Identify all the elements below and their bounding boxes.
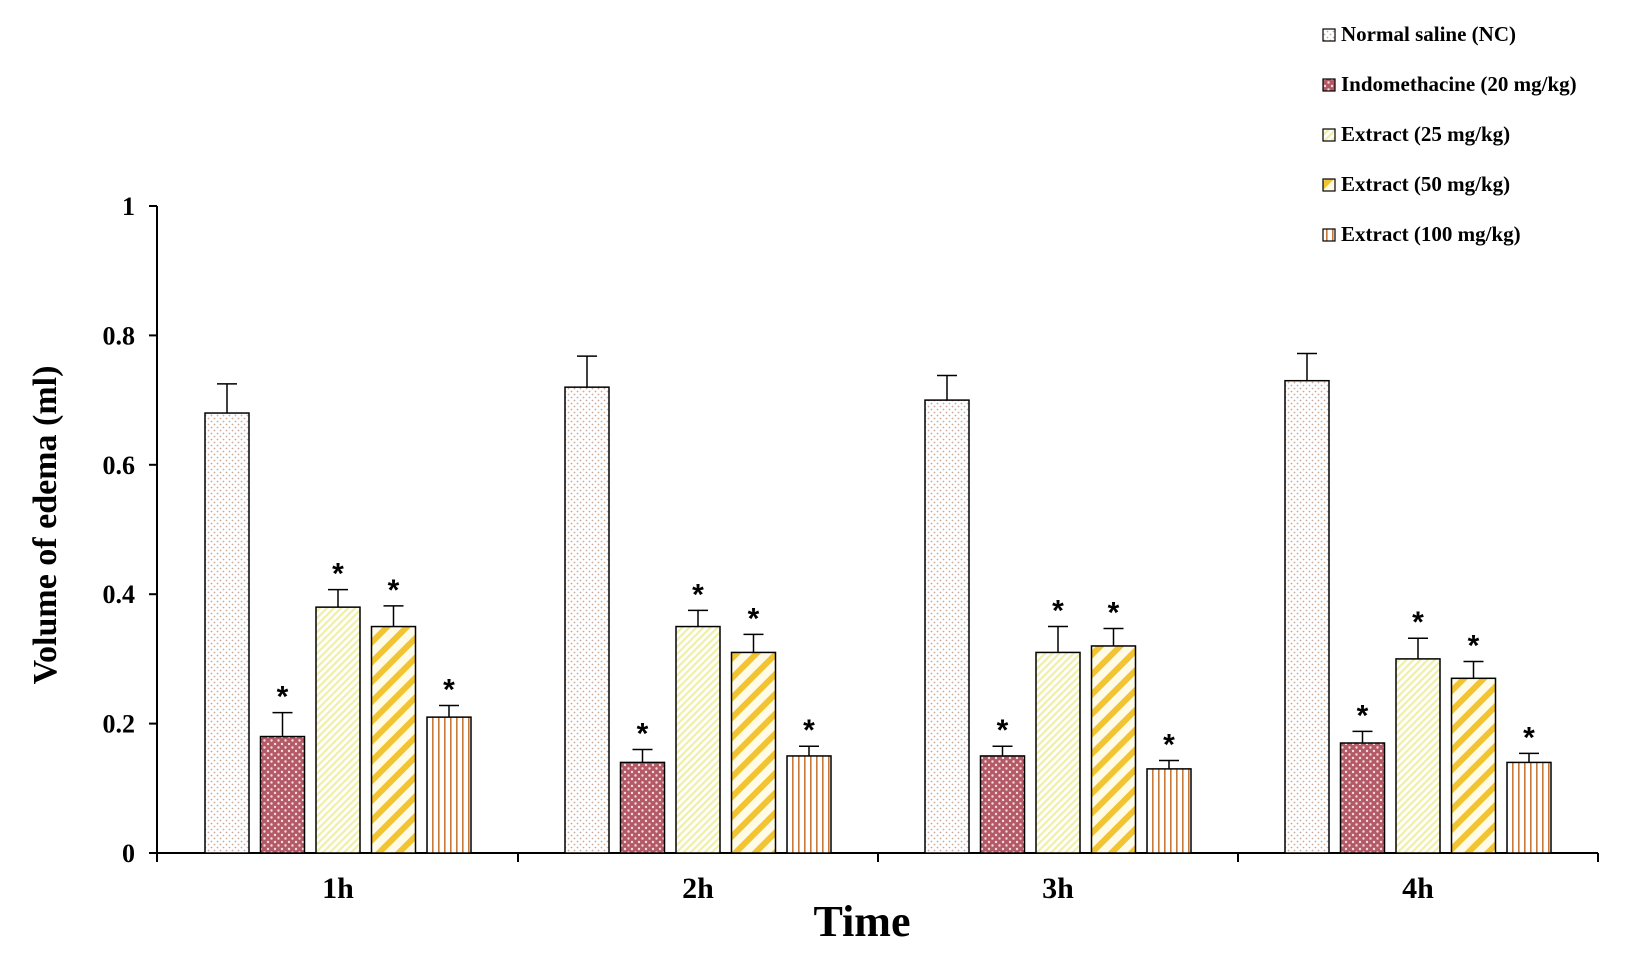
bar bbox=[1339, 742, 1386, 854]
significance-star: * bbox=[443, 673, 455, 706]
significance-star: * bbox=[388, 574, 400, 607]
x-tick-label: 1h bbox=[322, 872, 354, 905]
bar bbox=[1506, 761, 1552, 854]
significance-star: * bbox=[332, 558, 344, 591]
bar bbox=[564, 386, 610, 854]
significance-star: * bbox=[1163, 728, 1175, 761]
bar bbox=[1450, 677, 1497, 854]
bar bbox=[1146, 768, 1192, 854]
bar bbox=[259, 735, 306, 854]
bar bbox=[619, 761, 666, 854]
legend: Normal saline (NC) Indomethacine (20 mg/k… bbox=[1322, 22, 1577, 246]
y-tick-label: 1 bbox=[122, 192, 135, 221]
x-tick-label: 4h bbox=[1402, 872, 1434, 905]
significance-star: * bbox=[692, 578, 704, 611]
bar bbox=[675, 625, 721, 854]
y-axis-title: Volume of edema (ml) bbox=[27, 366, 64, 685]
bar bbox=[426, 716, 472, 854]
legend-swatch bbox=[1322, 228, 1336, 242]
y-tick-label: 0.6 bbox=[103, 451, 136, 480]
bar bbox=[924, 399, 970, 854]
significance-star: * bbox=[1108, 596, 1120, 629]
x-axis-title: Time bbox=[814, 897, 911, 946]
significance-star: * bbox=[748, 602, 760, 635]
bar bbox=[1395, 658, 1441, 854]
y-tick-label: 0.8 bbox=[103, 321, 136, 350]
y-tick-label: 0 bbox=[122, 839, 135, 868]
significance-star: * bbox=[1468, 629, 1480, 662]
bar bbox=[315, 606, 361, 854]
significance-star: * bbox=[277, 681, 289, 714]
bar bbox=[1090, 645, 1137, 854]
bar bbox=[786, 755, 832, 854]
y-tick-label: 0.4 bbox=[103, 580, 136, 609]
bar bbox=[1284, 379, 1330, 854]
legend-swatch bbox=[1322, 128, 1336, 142]
bars-layer bbox=[204, 352, 1552, 854]
legend-swatch bbox=[1322, 78, 1336, 92]
bar bbox=[1035, 651, 1081, 854]
bar bbox=[204, 412, 250, 854]
significance-star: * bbox=[1052, 595, 1064, 628]
significance-star: * bbox=[997, 714, 1009, 747]
legend-label: Normal saline (NC) bbox=[1341, 22, 1516, 46]
significance-star: * bbox=[637, 717, 649, 750]
legend-label: Extract (100 mg/kg) bbox=[1341, 222, 1521, 246]
legend-label: Extract (50 mg/kg) bbox=[1341, 172, 1510, 196]
legend-label: Indomethacine (20 mg/kg) bbox=[1341, 72, 1577, 96]
significance-star: * bbox=[1523, 721, 1535, 754]
legend-label: Extract (25 mg/kg) bbox=[1341, 122, 1510, 146]
x-tick-label: 3h bbox=[1042, 872, 1074, 905]
significance-star: * bbox=[803, 714, 815, 747]
bar bbox=[730, 651, 777, 854]
labels-layer: 0 0.2 0.4 0.6 0.8 1 1h 2h 3h 4h * * * * * * * * * * * * * * * * bbox=[103, 192, 1536, 905]
bar bbox=[979, 755, 1026, 854]
bar bbox=[370, 625, 417, 854]
legend-swatch bbox=[1322, 178, 1336, 192]
legend-swatch bbox=[1322, 28, 1336, 42]
y-tick-label: 0.2 bbox=[103, 710, 136, 739]
significance-star: * bbox=[1412, 606, 1424, 639]
significance-star: * bbox=[1357, 699, 1369, 732]
x-tick-label: 2h bbox=[682, 872, 714, 905]
